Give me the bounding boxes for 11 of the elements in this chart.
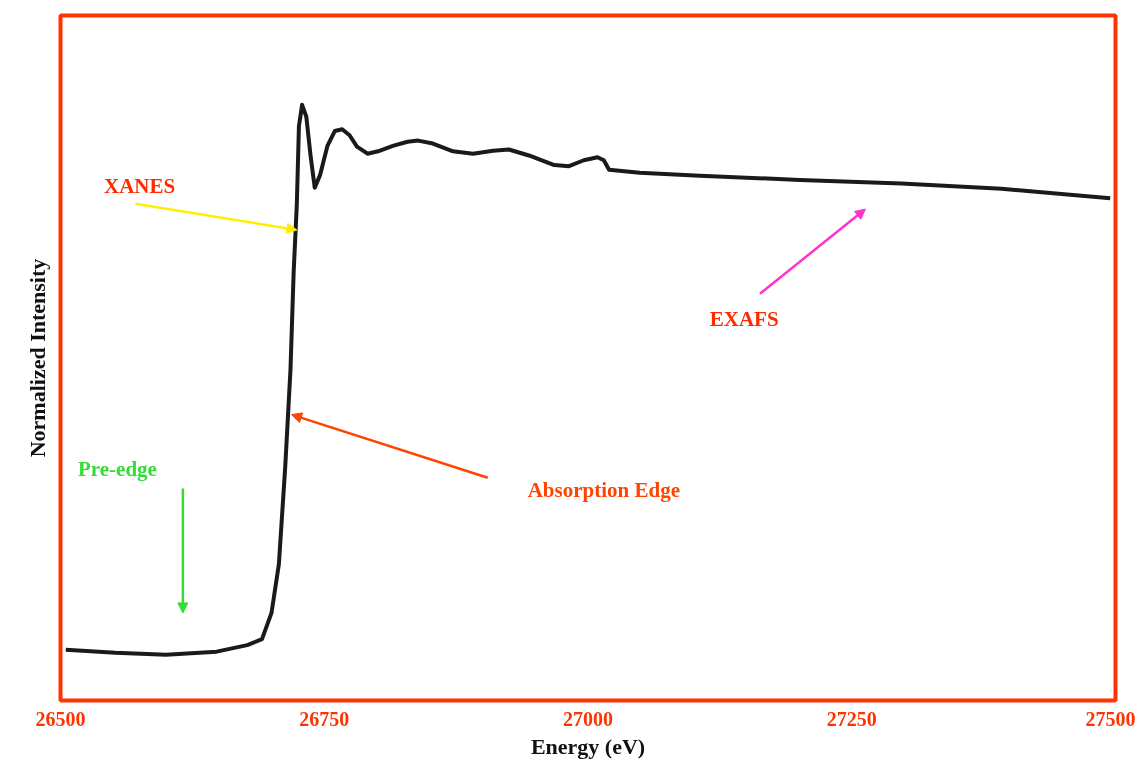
x-axis-title: Energy (eV) bbox=[530, 733, 646, 759]
annotation: Pre-edge bbox=[78, 456, 157, 481]
x-tick-label: 27000 bbox=[563, 707, 613, 730]
annotation: Absorption Edge bbox=[527, 477, 680, 502]
annotation: EXAFS bbox=[709, 307, 779, 332]
annotation: XANES bbox=[104, 173, 176, 198]
x-tick-label: 27500 bbox=[1085, 707, 1135, 730]
x-tick-label: 27250 bbox=[826, 707, 877, 730]
y-axis-title: Normalized Intensity bbox=[24, 258, 50, 458]
x-tick-label: 26750 bbox=[299, 707, 350, 730]
x-tick-label: 26500 bbox=[35, 707, 86, 730]
